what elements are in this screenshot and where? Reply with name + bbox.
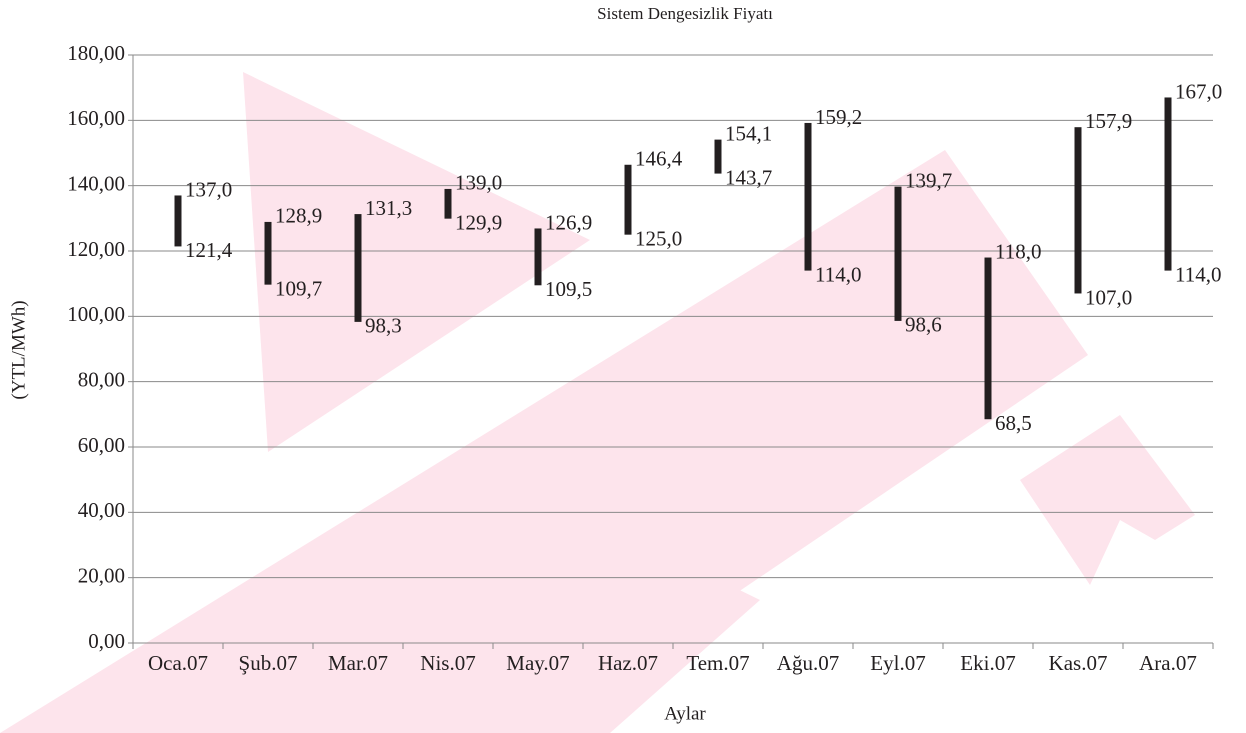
range-bar	[1165, 97, 1172, 270]
data-label: 139,7	[905, 168, 952, 192]
data-label: 68,5	[995, 411, 1032, 435]
data-label: 131,3	[365, 196, 412, 220]
data-label: 137,0	[185, 177, 232, 201]
x-tick-label: May.07	[506, 651, 569, 675]
chart: Sistem Dengesizlik Fiyatı Aylar (YTL/MWh…	[0, 0, 1246, 733]
y-tick-label: 40,00	[78, 498, 125, 522]
y-tick-label: 120,00	[67, 237, 125, 261]
data-label: 159,2	[815, 105, 862, 129]
x-tick-label: Eki.07	[960, 651, 1015, 675]
data-label: 109,7	[275, 276, 322, 300]
y-tick-label: 100,00	[67, 302, 125, 326]
range-bar	[175, 195, 182, 246]
data-label: 118,0	[995, 239, 1041, 263]
range-bar	[985, 258, 992, 420]
watermark	[0, 72, 1195, 733]
x-tick-label: Ara.07	[1139, 651, 1197, 675]
data-label: 129,9	[455, 210, 502, 234]
data-label: 107,0	[1085, 285, 1132, 309]
x-tick-label: Tem.07	[686, 651, 749, 675]
y-axis-label: (YTL/MWh)	[8, 300, 29, 399]
y-tick-label: 160,00	[67, 106, 125, 130]
range-bar	[805, 123, 812, 271]
range-bar	[445, 189, 452, 219]
data-label: 146,4	[635, 147, 683, 171]
data-label: 126,9	[545, 210, 592, 234]
x-tick-label: Ağu.07	[777, 651, 839, 675]
y-tick-label: 180,00	[67, 41, 125, 65]
x-tick-label: Haz.07	[598, 651, 658, 675]
chart-title: Sistem Dengesizlik Fiyatı	[597, 4, 773, 23]
x-tick-label: Eyl.07	[870, 651, 925, 675]
range-bar	[535, 228, 542, 285]
x-axis-label: Aylar	[664, 703, 706, 724]
data-label: 98,3	[365, 314, 402, 338]
data-label: 139,0	[455, 171, 502, 195]
data-label: 154,1	[725, 121, 772, 145]
range-bar	[715, 140, 722, 174]
data-label: 143,7	[725, 165, 772, 189]
x-tick-label: Nis.07	[420, 651, 475, 675]
data-label: 157,9	[1085, 109, 1132, 133]
data-label: 128,9	[275, 204, 322, 228]
y-tick-label: 60,00	[78, 433, 125, 457]
range-bar	[265, 222, 272, 285]
x-tick-label: Mar.07	[328, 651, 388, 675]
data-label: 121,4	[185, 238, 233, 262]
x-tick-label: Şub.07	[239, 651, 298, 675]
x-tick-label: Oca.07	[148, 651, 208, 675]
y-tick-label: 80,00	[78, 367, 125, 391]
data-label: 98,6	[905, 313, 942, 337]
range-bar	[355, 214, 362, 322]
y-tick-label: 20,00	[78, 563, 125, 587]
data-label: 167,0	[1175, 79, 1222, 103]
range-bar	[1075, 127, 1082, 293]
y-tick-label: 140,00	[67, 171, 125, 195]
data-label: 114,0	[1175, 262, 1221, 286]
x-tick-label: Kas.07	[1049, 651, 1108, 675]
y-tick-label: 0,00	[88, 629, 125, 653]
range-bar	[895, 187, 902, 321]
data-label: 125,0	[635, 226, 682, 250]
data-label: 109,5	[545, 277, 592, 301]
data-label: 114,0	[815, 262, 861, 286]
range-bar	[625, 165, 632, 235]
